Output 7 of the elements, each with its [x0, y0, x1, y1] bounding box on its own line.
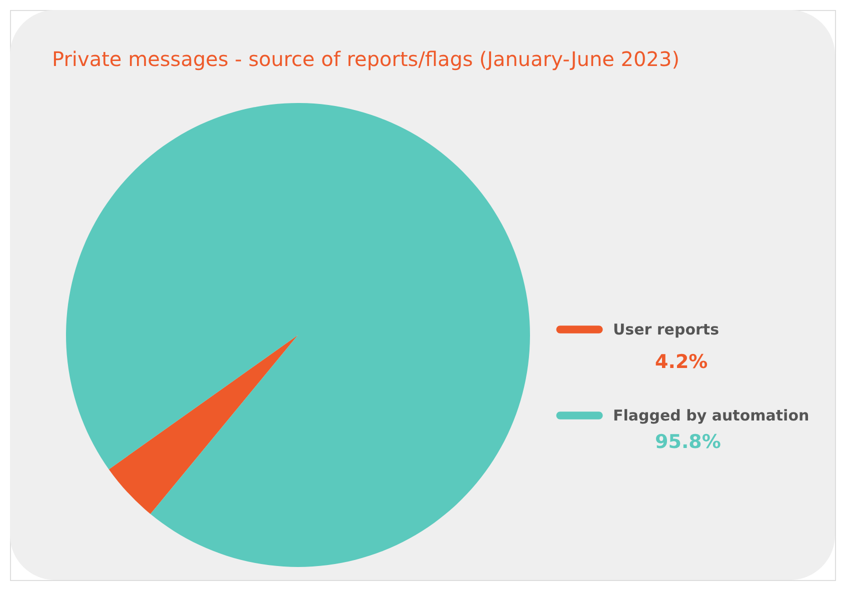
pie-slice: [66, 103, 530, 567]
data-label: 95.8%: [655, 431, 721, 453]
pie-slice: [108, 335, 298, 514]
data-label: 4.2%: [655, 351, 708, 373]
legend-label: User reports: [613, 320, 720, 338]
legend-label: Flagged by automation: [613, 406, 810, 424]
chart-title: Private messages - source of reports/flags (January-June 2023): [52, 47, 680, 71]
